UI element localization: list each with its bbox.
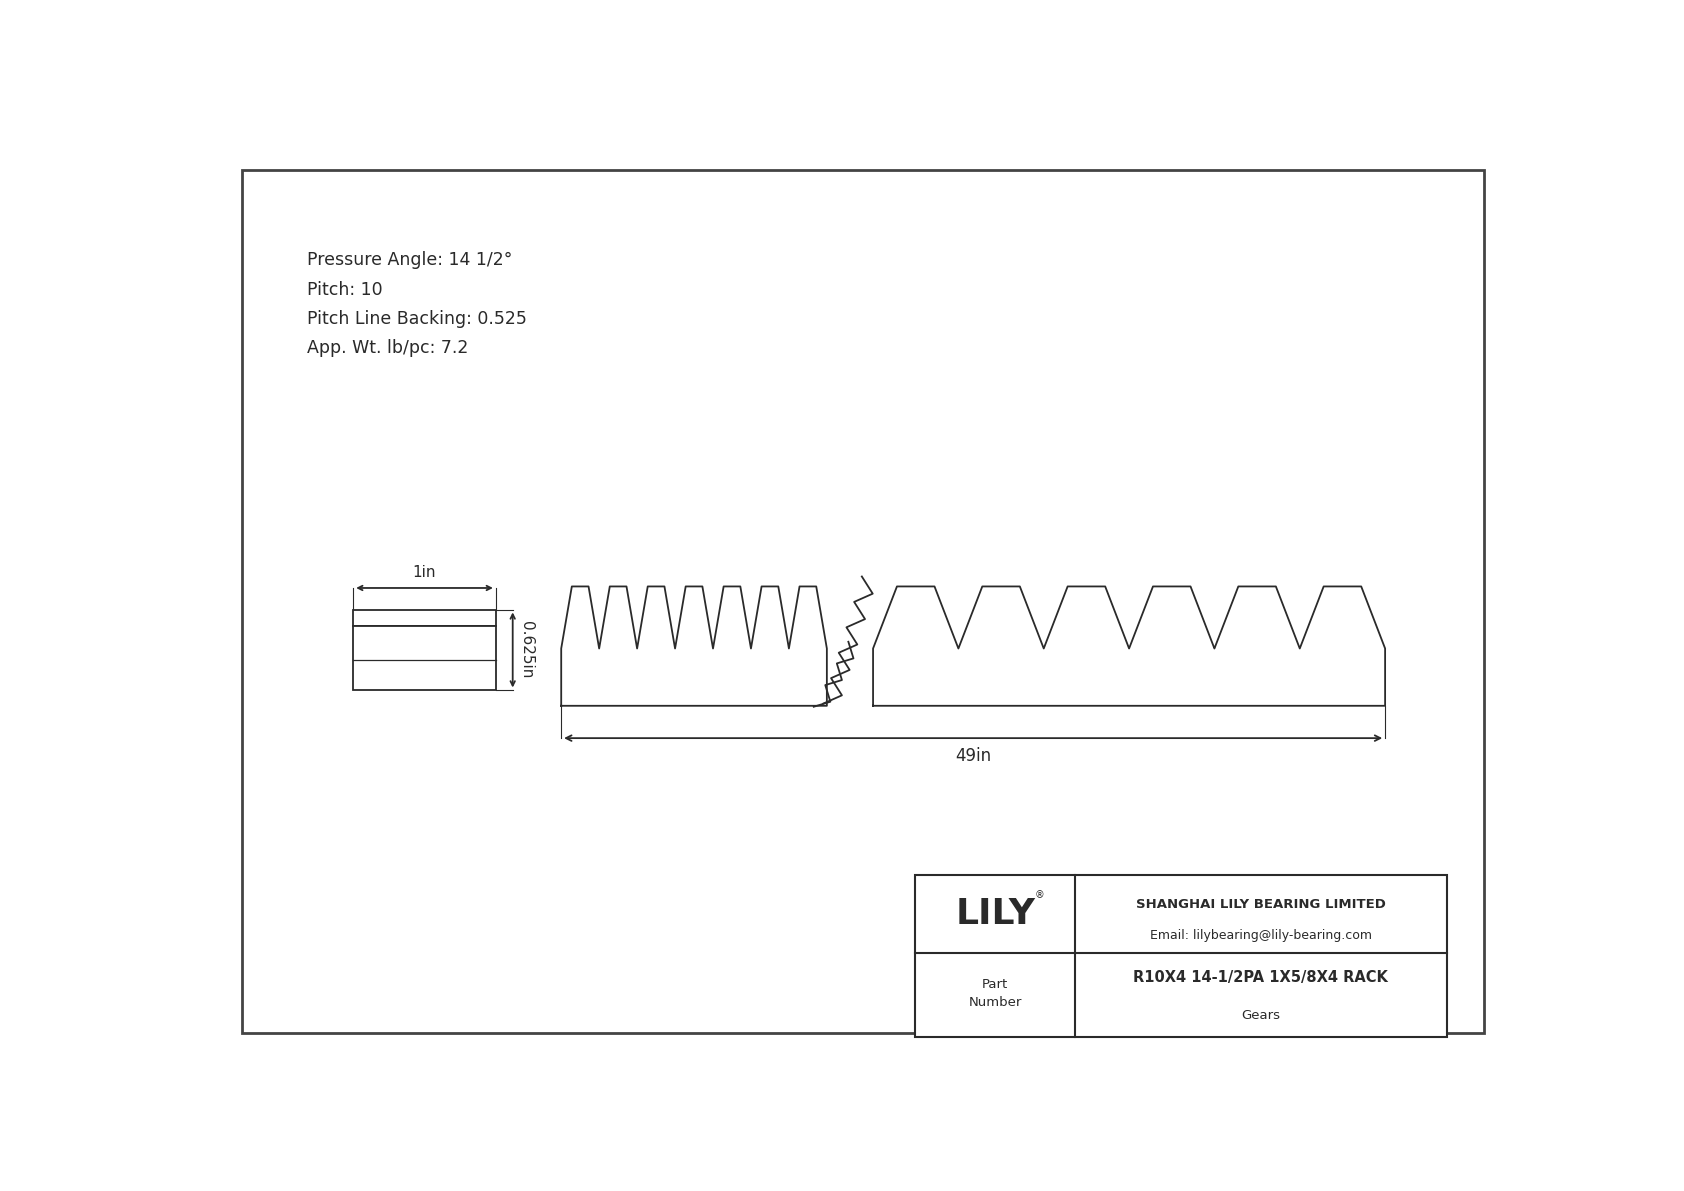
Text: Pitch Line Backing: 0.525: Pitch Line Backing: 0.525 [306, 310, 527, 328]
Bar [916, 875, 1447, 1037]
Text: 0.625in: 0.625in [519, 622, 534, 679]
Text: 49in: 49in [955, 748, 992, 766]
Text: Email: lilybearing@lily-bearing.com: Email: lilybearing@lily-bearing.com [1150, 929, 1372, 942]
Bar [354, 626, 495, 691]
Text: SHANGHAI LILY BEARING LIMITED: SHANGHAI LILY BEARING LIMITED [1135, 898, 1386, 911]
Text: 1in: 1in [413, 566, 436, 580]
Text: ®: ® [1036, 890, 1044, 899]
Text: R10X4 14-1/2PA 1X5/8X4 RACK: R10X4 14-1/2PA 1X5/8X4 RACK [1133, 969, 1388, 985]
Text: LILY: LILY [955, 897, 1036, 931]
Text: Pitch: 10: Pitch: 10 [306, 281, 382, 299]
Text: Pressure Angle: 14 1/2°: Pressure Angle: 14 1/2° [306, 251, 512, 269]
Text: Gears: Gears [1241, 1009, 1280, 1022]
Text: App. Wt. lb/pc: 7.2: App. Wt. lb/pc: 7.2 [306, 339, 468, 357]
Bar [354, 610, 495, 626]
Text: Part
Number: Part Number [968, 978, 1022, 1009]
